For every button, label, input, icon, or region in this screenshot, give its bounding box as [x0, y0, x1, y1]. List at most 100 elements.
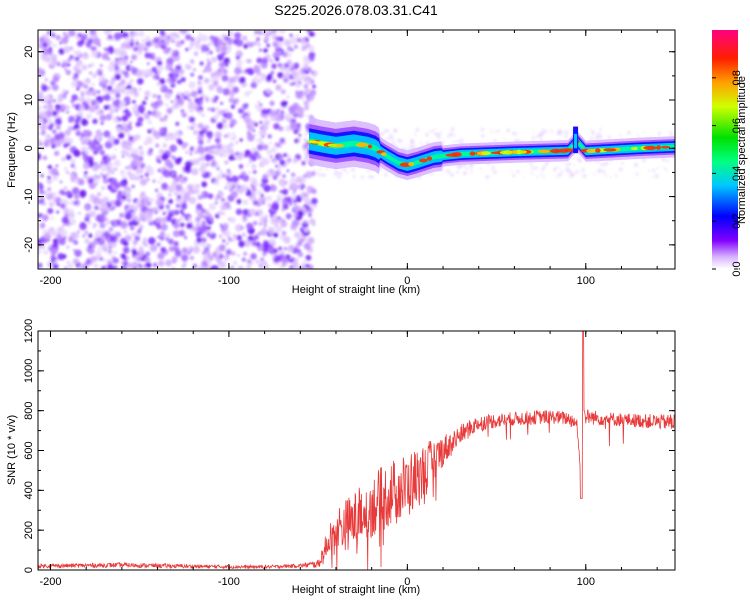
noise-blob	[290, 183, 298, 191]
spectrogram-y-label: Frequency (Hz)	[6, 112, 18, 188]
faint-dot	[410, 138, 414, 142]
faint-dot	[470, 170, 474, 174]
noise-blob	[233, 157, 237, 161]
noise-blob	[159, 78, 166, 85]
faint-dot	[635, 172, 639, 176]
noise-blob	[183, 165, 191, 172]
noise-blob	[39, 213, 43, 217]
noise-blob	[46, 192, 54, 201]
faint-dot	[580, 173, 582, 175]
noise-blob	[227, 147, 234, 155]
noise-blob	[242, 103, 248, 110]
hotspot	[517, 150, 528, 154]
hotspot	[562, 148, 575, 152]
ridge-hotspots	[306, 139, 671, 168]
noise-blob	[250, 253, 257, 260]
noise-blob	[181, 265, 184, 268]
noise-blob	[256, 104, 264, 112]
noise-blob	[255, 72, 259, 77]
noise-blob	[251, 79, 255, 83]
noise-blob	[180, 40, 185, 45]
noise-blob	[208, 255, 214, 261]
noise-blob	[201, 192, 205, 197]
faint-dot	[614, 174, 618, 178]
noise-blob	[50, 254, 56, 260]
faint-dot	[601, 169, 606, 174]
noise-blob	[222, 205, 228, 211]
noise-blob	[173, 175, 181, 183]
snr-x-label: Height of straight line (km)	[292, 584, 420, 596]
noise-blob	[165, 237, 169, 241]
noise-blob	[65, 170, 70, 175]
faint-dot	[543, 129, 548, 133]
noise-blob	[181, 247, 189, 254]
noise-blob	[246, 58, 252, 64]
noise-blob	[183, 264, 187, 267]
faint-dot	[497, 129, 500, 132]
noise-blob	[180, 76, 186, 83]
faint-dot	[465, 167, 469, 171]
noise-blob	[235, 141, 239, 144]
noise-blob	[208, 216, 214, 222]
noise-blob	[229, 216, 236, 224]
noise-blob	[161, 182, 168, 189]
noise-blob	[39, 125, 43, 129]
noise-blob	[289, 108, 296, 115]
noise-blob	[38, 195, 43, 200]
noise-blob	[40, 130, 46, 136]
noise-blob	[171, 172, 175, 176]
noise-blob	[178, 140, 184, 146]
snr-y-tick-label: 1000	[23, 359, 35, 383]
faint-dot	[433, 128, 436, 131]
noise-blob	[87, 247, 95, 255]
noise-blob	[185, 47, 189, 52]
faint-dot	[590, 128, 593, 131]
noise-blob	[289, 202, 293, 206]
noise-blob	[102, 84, 107, 89]
noise-blob	[303, 64, 309, 70]
noise-blob	[101, 265, 107, 269]
noise-blob	[247, 152, 255, 159]
noise-blob	[109, 105, 116, 112]
noise-blob	[62, 89, 65, 93]
noise-blob	[243, 43, 249, 49]
noise-blob	[118, 60, 124, 66]
noise-blob	[158, 260, 165, 267]
noise-blob	[173, 131, 181, 138]
noise-blob	[126, 84, 132, 90]
noise-blob	[220, 101, 224, 105]
noise-blob	[216, 166, 220, 171]
noise-blob	[246, 124, 254, 131]
noise-blob	[101, 186, 106, 191]
noise-blob	[248, 208, 257, 217]
noise-blob	[292, 189, 297, 193]
noise-blob	[216, 53, 224, 61]
noise-blob	[246, 164, 249, 167]
faint-dot	[581, 167, 585, 172]
noise-blob	[141, 100, 147, 106]
faint-dot	[430, 129, 433, 133]
noise-blob	[284, 113, 291, 120]
noise-blob	[202, 220, 206, 224]
noise-blob	[73, 166, 77, 170]
noise-blob	[89, 71, 93, 75]
noise-blob	[193, 158, 200, 165]
colorbar-tick-label: 0.6	[731, 118, 743, 133]
noise-blob	[158, 72, 162, 76]
spectrogram-x-ticks: -200 -100 0 100	[39, 30, 658, 287]
noise-blob	[123, 230, 127, 234]
faint-dot	[573, 164, 575, 167]
noise-blob	[125, 166, 129, 170]
noise-blob	[48, 86, 51, 89]
noise-blob	[81, 64, 88, 71]
noise-blob	[80, 147, 84, 151]
noise-blob	[126, 99, 131, 104]
faint-dot	[368, 175, 372, 179]
faint-dot	[531, 166, 534, 170]
noise-blob	[183, 95, 188, 101]
noise-blob	[131, 184, 135, 189]
noise-blob	[114, 182, 121, 189]
colorbar: 0.0 0.2 0.4 0.6 0.8 Normalized spectral ampl…	[712, 30, 748, 277]
noise-blob	[225, 249, 232, 256]
faint-dot	[598, 134, 602, 138]
